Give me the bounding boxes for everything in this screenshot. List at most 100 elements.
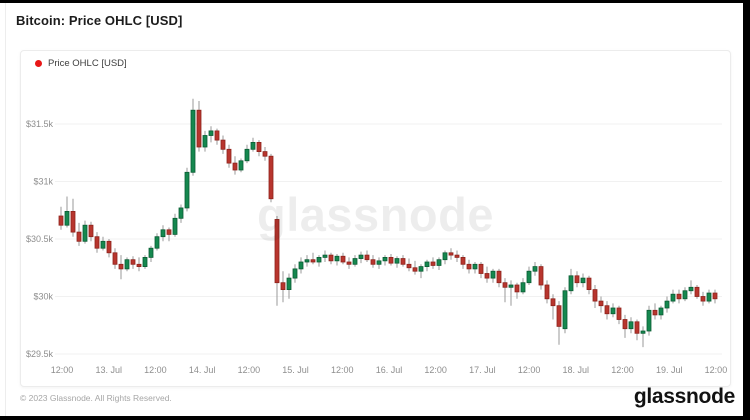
candle-up: [682, 290, 688, 300]
candle-down: [412, 267, 418, 272]
x-axis-label: 14. Jul: [189, 365, 216, 375]
candle-up: [688, 286, 694, 292]
candle-up: [64, 210, 70, 226]
candle-up: [562, 290, 568, 330]
candle-up: [646, 309, 652, 332]
candle-down: [712, 292, 718, 300]
candle-up: [292, 268, 298, 279]
candle-up: [664, 300, 670, 309]
candle-down: [430, 261, 436, 266]
candle-down: [700, 296, 706, 302]
candle-up: [148, 247, 154, 258]
candle-up: [610, 307, 616, 315]
candle-down: [214, 130, 220, 141]
legend-dot-icon: [35, 60, 42, 67]
candle-down: [676, 293, 682, 300]
candle-up: [304, 259, 310, 263]
legend-item-price-ohlc[interactable]: Price OHLC [USD]: [35, 58, 127, 69]
candle-down: [136, 263, 142, 268]
candle-up: [394, 258, 400, 264]
y-axis-label: $31k: [33, 177, 53, 187]
x-axis-label: 12:00: [518, 365, 541, 375]
candle-up: [172, 217, 178, 235]
candle-down: [58, 215, 64, 226]
x-axis-label: 12:00: [705, 365, 728, 375]
x-axis-label: 15. Jul: [282, 365, 309, 375]
candle-up: [442, 252, 448, 261]
candle-up: [244, 148, 250, 162]
candle-down: [538, 266, 544, 286]
candle-down: [622, 319, 628, 330]
candle-up: [202, 135, 208, 148]
candle-up: [706, 292, 712, 302]
candle-down: [76, 231, 82, 242]
candle-down: [262, 151, 268, 157]
candle-up: [658, 307, 664, 316]
candle-up: [532, 266, 538, 272]
candle-up: [418, 266, 424, 272]
candle-up: [250, 142, 256, 150]
candle-down: [370, 259, 376, 265]
candle-down: [574, 275, 580, 284]
chart-card: Price OHLC [USD] glassnode $31.5k $31k $30…: [20, 50, 731, 387]
candle-up: [352, 258, 358, 265]
candle-down: [550, 298, 556, 307]
candle-down: [280, 282, 286, 290]
candle-down: [466, 263, 472, 270]
candle-down: [460, 256, 466, 265]
candle-up: [160, 229, 166, 238]
candle-down: [130, 259, 136, 265]
x-axis-label: 12:00: [51, 365, 74, 375]
candle-down: [196, 109, 202, 148]
candle-up: [298, 261, 304, 270]
candle-up: [508, 284, 514, 288]
candle-down: [94, 236, 100, 249]
candle-down: [268, 155, 274, 200]
candle-up: [424, 261, 430, 267]
candle-down: [364, 254, 370, 261]
candle-up: [208, 130, 214, 136]
candle-down: [652, 309, 658, 316]
x-axis-label: 12:00: [424, 365, 447, 375]
candle-up: [520, 282, 526, 293]
candle-up: [628, 321, 634, 330]
candle-down: [502, 282, 508, 288]
candle-up: [190, 109, 196, 173]
x-axis-label: 19. Jul: [656, 365, 683, 375]
copyright-text: © 2023 Glassnode. All Rights Reserved.: [20, 393, 172, 403]
x-axis-label: 13. Jul: [95, 365, 122, 375]
y-axis-label: $29.5k: [26, 349, 54, 359]
page-title: Bitcoin: Price OHLC [USD]: [16, 13, 183, 28]
candle-down: [556, 305, 562, 327]
candle-up: [100, 240, 106, 249]
candle-down: [694, 286, 700, 297]
x-axis-label: 18. Jul: [563, 365, 590, 375]
legend-label: Price OHLC [USD]: [48, 58, 127, 69]
candle-down: [634, 321, 640, 334]
y-axis-label: $30k: [33, 292, 53, 302]
y-axis-label: $30.5k: [26, 234, 54, 244]
candle-up: [334, 255, 340, 262]
candle-down: [310, 259, 316, 263]
candle-up: [490, 270, 496, 279]
candle-up: [286, 277, 292, 291]
candle-up: [142, 256, 148, 267]
candle-up: [82, 224, 88, 242]
candle-down: [448, 252, 454, 256]
candle-up: [472, 263, 478, 270]
candle-up: [316, 256, 322, 263]
price-chart[interactable]: $31.5k $31k $30.5k $30k $29.5k 12:00 13. Jul 12…: [21, 51, 730, 386]
candle-down: [496, 270, 502, 284]
candle-down: [106, 240, 112, 254]
candle-down: [112, 252, 118, 265]
candle-down: [616, 307, 622, 320]
candle-up: [568, 275, 574, 292]
candle-down: [232, 162, 238, 171]
candle-down: [220, 139, 226, 150]
candle-up: [382, 256, 388, 262]
candle-down: [598, 300, 604, 307]
candle-up: [238, 160, 244, 171]
candle-up: [322, 254, 328, 258]
candle-up: [526, 270, 532, 284]
candle-up: [436, 259, 442, 266]
